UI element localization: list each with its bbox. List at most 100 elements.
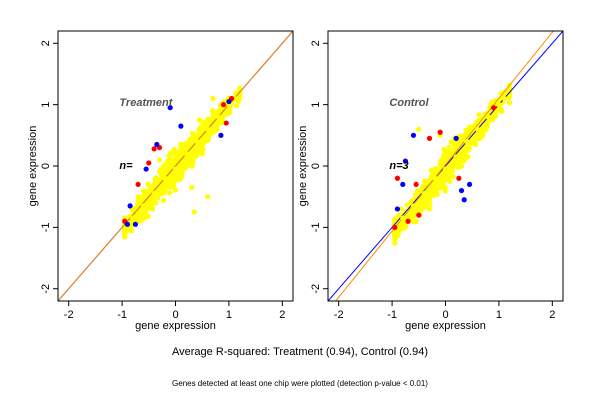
cloud-point: [166, 152, 172, 159]
cloud-point: [421, 182, 428, 189]
x-tick-label: 2: [549, 309, 555, 321]
cloud-point: [199, 119, 205, 125]
cloud-point: [458, 152, 464, 159]
cloud-point: [206, 130, 212, 137]
data-point-red: [405, 218, 411, 224]
x-tick-label: -2: [64, 309, 74, 321]
y-tick-label: 0: [40, 163, 52, 169]
cloud-point: [167, 157, 173, 163]
cloud-point: [410, 218, 417, 225]
y-axis-label: gene expression: [297, 126, 309, 207]
cloud-point: [449, 164, 456, 170]
data-point-yellow: [191, 209, 197, 215]
data-point-yellow: [204, 126, 211, 132]
cloud-point: [169, 184, 175, 190]
data-point-yellow: [453, 154, 459, 160]
cloud-point: [429, 188, 435, 195]
cloud-point: [422, 200, 428, 206]
cloud-point: [155, 193, 161, 199]
cloud-point: [171, 146, 177, 153]
data-point-yellow: [458, 163, 465, 169]
data-point-yellow: [151, 191, 157, 197]
cloud-point: [189, 157, 195, 163]
plot-layer: -2 -1 0 1 2 -2 -1 0 1 2 gene expression gene expres…: [27, 30, 564, 332]
y-tick-label: 1: [40, 102, 52, 108]
data-point-yellow: [188, 184, 195, 191]
series-blue: [394, 132, 473, 212]
cloud-point: [484, 121, 490, 127]
panel-control: -2 -1 0 1 2 -2 -1 0 1 2 gene expression gene expres…: [297, 30, 564, 332]
data-point-blue: [167, 105, 173, 111]
cloud-point: [184, 157, 190, 164]
cloud-point: [210, 111, 216, 117]
cloud-point: [189, 163, 195, 169]
cloud-point: [441, 176, 448, 182]
cloud-point: [446, 144, 452, 150]
cloud-point: [424, 186, 430, 192]
x-axis-label: gene expression: [405, 320, 486, 332]
cloud-point: [392, 230, 398, 236]
cloud-point: [218, 120, 225, 126]
data-point-yellow: [464, 138, 470, 145]
data-point-yellow: [432, 175, 438, 181]
cloud-point: [490, 113, 496, 120]
y-tick-label: 2: [310, 40, 322, 46]
cloud-point: [392, 216, 398, 222]
sample-count-annotation: n=3: [389, 160, 408, 172]
cloud-point: [209, 126, 215, 133]
panel-treatment: -2 -1 0 1 2 -2 -1 0 1 2 gene expression gene expres…: [27, 30, 294, 332]
data-point-red: [146, 160, 152, 166]
cloud-point: [175, 175, 181, 181]
cloud-point: [436, 185, 442, 191]
data-point-red: [220, 102, 227, 108]
cloud-point: [459, 157, 465, 163]
cloud-point: [146, 199, 152, 205]
data-point-yellow: [215, 114, 221, 120]
data-point-red: [135, 181, 141, 188]
data-point-yellow: [172, 166, 179, 172]
data-point-yellow: [140, 203, 147, 209]
data-point-blue: [453, 135, 459, 141]
x-tick-label: 0: [172, 309, 178, 321]
cloud-point: [428, 167, 434, 173]
figure-subtitle: Average R-squared: Treatment (0.94), Con…: [172, 346, 428, 358]
cloud-point: [122, 234, 128, 240]
cloud-point: [128, 228, 135, 234]
cloud-point: [481, 115, 487, 121]
data-point-red: [456, 175, 462, 181]
cloud-point: [182, 140, 189, 147]
data-point-yellow: [130, 215, 136, 221]
cloud-point: [392, 240, 398, 246]
cloud-point: [160, 197, 167, 204]
cloud-point: [473, 141, 479, 147]
cloud-point: [441, 155, 447, 161]
y-axis-label: gene expression: [27, 126, 39, 207]
x-tick-label: 1: [496, 309, 502, 321]
x-tick-label: -1: [117, 309, 127, 321]
cloud-point: [448, 139, 454, 145]
data-point-blue: [178, 123, 184, 129]
data-point-yellow: [501, 95, 507, 102]
data-point-blue: [218, 132, 224, 138]
cloud-point: [173, 187, 179, 193]
data-point-yellow: [474, 126, 481, 132]
cloud-point: [201, 136, 207, 142]
data-point-red: [490, 105, 497, 111]
data-point-yellow: [426, 206, 433, 212]
data-point-red: [392, 224, 398, 230]
cloud-point: [458, 136, 464, 142]
data-point-blue: [410, 132, 417, 138]
y-tick-label: -2: [310, 284, 322, 294]
data-point-yellow: [442, 166, 449, 172]
cloud-point: [456, 140, 462, 147]
data-point-red: [151, 146, 157, 152]
cloud-point: [460, 142, 466, 148]
cloud-point: [195, 147, 201, 153]
data-point-yellow: [416, 126, 422, 132]
y-tick-label: 1: [310, 102, 322, 108]
data-point-red: [413, 181, 419, 188]
y-tick-label: -1: [310, 222, 322, 232]
data-point-red: [223, 120, 229, 126]
cloud-point: [135, 194, 141, 200]
cloud-point: [146, 205, 152, 211]
